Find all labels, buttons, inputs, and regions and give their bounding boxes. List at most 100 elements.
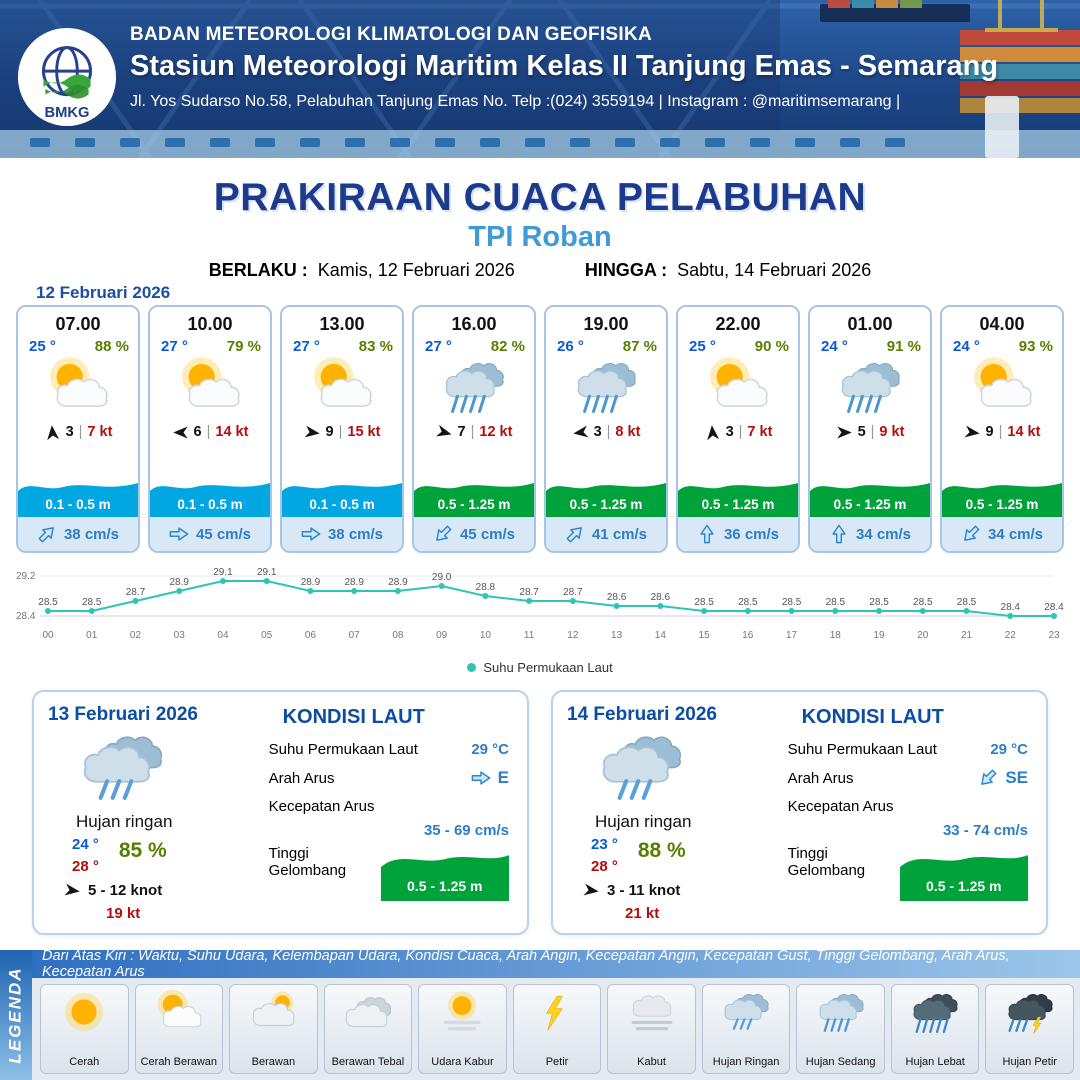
- legend-weather-icon: [151, 989, 207, 1040]
- forecast-time: 01.00: [847, 314, 893, 334]
- validity-row: BERLAKU : Kamis, 12 Februari 2026 HINGGA …: [0, 260, 1080, 281]
- current-row: 41 cm/s: [546, 517, 666, 551]
- legend-item: Kabut: [607, 984, 696, 1074]
- weather-icon: [414, 357, 534, 419]
- current-direction-icon: [831, 524, 847, 544]
- current-direction-icon: [976, 765, 1001, 790]
- current-speed: 34 cm/s: [855, 525, 912, 543]
- legend-weather-icon: [56, 991, 112, 1040]
- station-name: Stasiun Meteorologi Maritim Kelas II Tan…: [130, 50, 999, 82]
- svg-text:28.6: 28.6: [651, 592, 671, 603]
- current-direction-icon: [301, 526, 321, 542]
- wind-direction-icon: [582, 881, 601, 900]
- svg-text:11: 11: [524, 630, 535, 641]
- legend-item-label: Hujan Lebat: [905, 1055, 965, 1068]
- wave-height-band: 0.5 - 1.25 m: [546, 475, 666, 517]
- current-speed: 45 cm/s: [195, 525, 252, 543]
- forecast-card: 07.00 25 ° 88 % 3 | 7 kt 0.1 - 0.5 m 38 …: [16, 305, 140, 553]
- svg-text:28.5: 28.5: [869, 597, 889, 608]
- air-temperature: 25 °: [689, 338, 716, 355]
- berawan-icon: [253, 991, 295, 1027]
- wind-direction-icon: [172, 424, 189, 441]
- current-speed: 41 cm/s: [591, 525, 648, 543]
- legend-item-label: Kabut: [637, 1055, 666, 1068]
- forecast-card: 16.00 27 ° 82 % 7 | 12 kt 0.5 - 1.25 m 4…: [412, 305, 536, 553]
- current-arrow-glyph: [832, 524, 846, 544]
- wind-speed: 5: [857, 424, 866, 440]
- daily-wind-row: 3 - 11 knot: [583, 882, 772, 899]
- svg-text:12: 12: [567, 630, 579, 641]
- wave-height-band: 0.5 - 1.25 m: [942, 475, 1062, 517]
- separator: |: [206, 424, 211, 440]
- temp-humidity-row: 24 ° 91 %: [810, 335, 930, 355]
- forecast-card: 22.00 25 ° 90 % 3 | 7 kt 0.5 - 1.25 m 36…: [676, 305, 800, 553]
- daily-forecast-card: 13 Februari 2026 Hujan ringan 24 ° 28 ° …: [32, 690, 529, 935]
- cerah-berawan-icon: [314, 357, 372, 407]
- weather-icon: [282, 357, 402, 419]
- svg-text:28.4: 28.4: [1044, 602, 1064, 613]
- hujan-sedang-icon: [819, 994, 864, 1032]
- wave-height: 0.5 - 1.25 m: [965, 497, 1039, 512]
- daily-wind-range: 3 - 11 knot: [607, 882, 681, 899]
- svg-text:16: 16: [742, 630, 754, 641]
- wave-shape: [810, 483, 930, 517]
- forecast-card: 01.00 24 ° 91 % 5 | 9 kt 0.5 - 1.25 m 34…: [808, 305, 932, 553]
- sea-condition-panel: KONDISI LAUT Suhu Permukaan Laut 29 °C A…: [253, 704, 513, 921]
- daily-temp-min: 24 °: [72, 836, 99, 853]
- wave-shape: [282, 483, 402, 517]
- hujan-sedang-icon: [841, 363, 900, 413]
- current-speed: 45 cm/s: [459, 525, 516, 543]
- daily-gust: 19 kt: [106, 905, 141, 922]
- current-arrow-glyph: [981, 769, 997, 785]
- current-direction-icon: [471, 770, 491, 786]
- svg-text:01: 01: [86, 630, 98, 641]
- daily-weather-icon: [593, 728, 772, 812]
- wave-shape: [150, 483, 270, 517]
- wind-speed: 7: [457, 424, 466, 440]
- forecast-time: 10.00: [187, 314, 233, 334]
- svg-text:28.9: 28.9: [301, 577, 321, 588]
- gust-speed: 14 kt: [215, 424, 249, 440]
- current-direction-icon: [958, 521, 983, 546]
- wind-speed: 3: [725, 424, 734, 440]
- valid-to: HINGGA : Sabtu, 14 Februari 2026: [585, 260, 871, 281]
- legend-footer: LEGENDA Dari Atas Kiri : Waktu, Suhu Uda…: [0, 948, 1080, 1080]
- current-row: 34 cm/s: [942, 517, 1062, 551]
- wave-height: 0.1 - 0.5 m: [309, 497, 375, 512]
- wind-direction-icon: [434, 422, 455, 443]
- svg-text:19: 19: [873, 630, 885, 641]
- humidity: 90 %: [754, 338, 789, 355]
- wind-direction-icon: [63, 881, 82, 900]
- svg-text:28.7: 28.7: [126, 587, 146, 598]
- svg-text:28.5: 28.5: [957, 597, 977, 608]
- wind-row: 5 | 9 kt: [810, 419, 930, 445]
- svg-text:28.4: 28.4: [1001, 602, 1021, 613]
- wave-height: 0.5 - 1.25 m: [437, 497, 511, 512]
- air-temperature: 24 °: [953, 338, 980, 355]
- wave-shape: [899, 855, 1028, 901]
- separator: |: [78, 424, 83, 440]
- legend-weather-icon: [718, 991, 774, 1040]
- wave-shape: [380, 855, 509, 901]
- current-speed-value: 35 - 69 cm/s: [423, 822, 509, 839]
- wind-row: 9 | 14 kt: [942, 419, 1062, 445]
- legend-weather-icon: [624, 991, 680, 1040]
- current-row: 45 cm/s: [414, 517, 534, 551]
- wind-direction-icon: [570, 422, 589, 441]
- chart-legend-marker: [467, 663, 477, 672]
- kabut-icon: [631, 995, 672, 1031]
- wind-speed: 9: [325, 424, 334, 440]
- svg-text:23: 23: [1048, 630, 1060, 641]
- svg-text:08: 08: [392, 630, 404, 641]
- svg-text:10: 10: [480, 630, 492, 641]
- legend-item: Hujan Petir: [985, 984, 1075, 1074]
- forecast-time: 16.00: [451, 314, 497, 334]
- legend-item-label: Hujan Ringan: [712, 1055, 780, 1068]
- legend-item-label: Berawan Tebal: [331, 1055, 405, 1068]
- forecast-date-label: 12 Februari 2026: [36, 283, 171, 302]
- legend-note: Dari Atas Kiri : Waktu, Suhu Udara, Kele…: [32, 948, 1080, 980]
- humidity: 87 %: [622, 338, 657, 355]
- daily-humidity: 88 %: [637, 839, 686, 862]
- wind-arrow-glyph: [64, 883, 80, 896]
- wave-height: 0.1 - 0.5 m: [177, 497, 243, 512]
